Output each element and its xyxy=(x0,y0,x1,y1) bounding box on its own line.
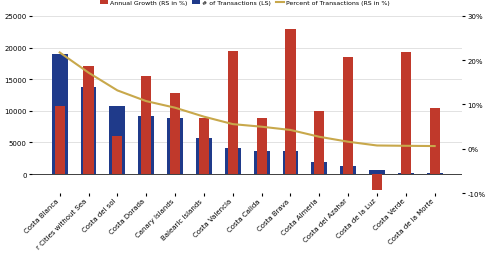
Bar xyxy=(109,107,125,174)
Bar xyxy=(283,152,298,174)
Percent of Transactions (RS in %) xyxy=(230,123,236,126)
Bar xyxy=(369,170,385,174)
Bar xyxy=(257,118,267,174)
Bar xyxy=(430,109,440,174)
Percent of Transactions (RS in %) xyxy=(143,100,149,103)
Percent of Transactions (RS in %) xyxy=(86,72,92,75)
Bar xyxy=(228,52,238,174)
Bar xyxy=(372,174,382,190)
Percent of Transactions (RS in %) xyxy=(432,145,438,148)
Bar xyxy=(81,87,97,174)
Percent of Transactions (RS in %) xyxy=(57,52,63,55)
Percent of Transactions (RS in %) xyxy=(317,136,322,139)
Bar xyxy=(285,29,295,174)
Percent of Transactions (RS in %) xyxy=(201,116,207,119)
Percent of Transactions (RS in %) xyxy=(172,107,178,110)
Line: Percent of Transactions (RS in %): Percent of Transactions (RS in %) xyxy=(60,53,435,147)
Legend: Annual Growth (RS in %), # of Transactions (LS), Percent of Transactions (RS in : Annual Growth (RS in %), # of Transactio… xyxy=(98,0,392,8)
Bar xyxy=(254,152,270,174)
Bar xyxy=(398,173,414,174)
Percent of Transactions (RS in %) xyxy=(259,126,265,129)
Bar xyxy=(311,162,327,174)
Bar xyxy=(138,116,154,174)
Percent of Transactions (RS in %) xyxy=(403,145,409,148)
Bar xyxy=(52,55,68,174)
Bar xyxy=(141,77,151,174)
Bar xyxy=(112,137,122,174)
Bar xyxy=(343,58,353,174)
Percent of Transactions (RS in %) xyxy=(374,144,380,147)
Bar xyxy=(167,118,183,174)
Bar xyxy=(225,148,241,174)
Bar xyxy=(83,67,94,174)
Bar xyxy=(340,167,356,174)
Percent of Transactions (RS in %) xyxy=(345,141,351,144)
Bar xyxy=(401,53,411,174)
Percent of Transactions (RS in %) xyxy=(115,89,121,92)
Bar xyxy=(55,106,65,174)
Bar xyxy=(170,94,180,174)
Bar xyxy=(199,118,209,174)
Percent of Transactions (RS in %) xyxy=(288,129,294,132)
Bar xyxy=(196,138,212,174)
Bar xyxy=(314,112,324,174)
